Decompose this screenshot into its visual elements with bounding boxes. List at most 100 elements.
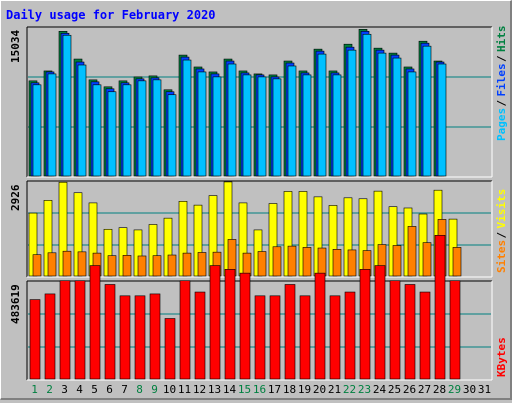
sites-bar (422, 242, 432, 277)
pages-bar (197, 71, 207, 177)
sites-bar (107, 255, 117, 277)
kbytes-bar (404, 284, 416, 380)
kbytes-bar (359, 269, 371, 380)
x-tick-label: 28 (433, 383, 446, 396)
pages-bar (122, 84, 132, 177)
pages-bar (422, 45, 432, 177)
kbytes-bar (269, 295, 281, 380)
kbytes-bar (74, 280, 86, 380)
panel-kbytes (26, 235, 493, 381)
sites-bar (452, 247, 462, 277)
sites-bar (287, 245, 297, 277)
legend-bottom: KBytes (495, 337, 508, 377)
legend-separator: / (495, 100, 508, 107)
x-tick-label: 10 (163, 383, 176, 396)
kbytes-bar (284, 284, 296, 380)
x-tick-label: 29 (448, 383, 461, 396)
legend-hits: Hits (495, 26, 508, 53)
x-tick-label: 3 (61, 383, 68, 396)
kbytes-bar (239, 272, 251, 380)
x-tick-label: 22 (343, 383, 356, 396)
legend-separator: / (495, 55, 508, 62)
pages-bar (167, 94, 177, 177)
bottom-panel-max-label: 483619 (9, 284, 22, 324)
x-tick-label: 26 (403, 383, 416, 396)
x-tick-label: 15 (238, 383, 251, 396)
legend-files: Files (495, 63, 508, 96)
pages-bar (407, 71, 417, 177)
x-tick-label: 18 (283, 383, 296, 396)
sites-bar (122, 255, 132, 277)
chart-svg: Daily usage for February 2020 15034 2926… (6, 8, 508, 396)
pages-bar (287, 65, 297, 177)
x-tick-label: 5 (91, 383, 98, 396)
sites-bar (317, 247, 327, 277)
kbytes-bar (224, 269, 236, 380)
x-tick-label: 14 (223, 383, 237, 396)
kbytes-bar (119, 295, 131, 380)
sites-bar (407, 226, 417, 277)
legend-pages: Pages (495, 108, 508, 141)
sites-bar (392, 245, 402, 277)
x-tick-label: 6 (106, 383, 113, 396)
kbytes-bar (179, 280, 191, 380)
pages-bar (272, 78, 282, 177)
panel-visits-sites (26, 180, 493, 278)
sites-bar (167, 254, 177, 277)
x-tick-label: 9 (151, 383, 158, 396)
pages-bar (377, 52, 387, 177)
pages-bar (32, 84, 42, 177)
x-tick-label: 27 (418, 383, 431, 396)
x-axis-day-labels: 1 2 3 4 5 6 7 8 9 10 11 12 13 14 15 16 17 18 19 20 21 22 23 24 2… (31, 383, 491, 396)
kbytes-bar (419, 291, 431, 380)
kbytes-bar (209, 265, 221, 380)
x-tick-label: 1 (31, 383, 38, 396)
kbytes-bar (29, 299, 41, 380)
chart-title: Daily usage for February 2020 (6, 8, 216, 22)
sites-bar (32, 254, 42, 277)
legend-sites: Sites (495, 240, 508, 273)
pages-bar (227, 63, 237, 177)
top-panel-max-label: 15034 (9, 30, 22, 63)
x-tick-label: 7 (121, 383, 128, 396)
sites-bar (242, 252, 252, 277)
pages-bar (212, 76, 222, 177)
pages-bar (62, 34, 72, 177)
pages-bar (47, 73, 57, 177)
pages-bar (92, 84, 102, 177)
legend-middle: Sites/ Visits (495, 189, 508, 273)
sites-bar (332, 249, 342, 277)
legend-visits: Visits (495, 189, 508, 229)
sites-bar (182, 252, 192, 277)
sites-bar (77, 251, 87, 277)
sites-bar (347, 249, 357, 277)
kbytes-bar (134, 295, 146, 380)
sites-bar (47, 252, 57, 277)
x-tick-label: 24 (373, 383, 387, 396)
kbytes-bar (89, 265, 101, 380)
kbytes-bar (44, 293, 56, 380)
pages-bar (437, 63, 447, 177)
x-tick-label: 30 (463, 383, 476, 396)
kbytes-bar (344, 291, 356, 380)
x-tick-label: 11 (178, 383, 191, 396)
legend-top: Pages/Files/Hits (495, 26, 508, 142)
pages-bar (302, 74, 312, 177)
middle-panel-max-label: 2926 (9, 184, 22, 211)
sites-bar (257, 251, 267, 277)
pages-bar (107, 91, 117, 177)
pages-bar (392, 57, 402, 177)
kbytes-bar (164, 318, 176, 380)
sites-bar (62, 250, 72, 277)
pages-bar (347, 49, 357, 177)
kbytes-bar (389, 280, 401, 380)
kbytes-bar (254, 295, 266, 380)
kbytes-bar (299, 295, 311, 380)
pages-bar (77, 64, 87, 177)
x-tick-label: 4 (76, 383, 83, 396)
x-tick-label: 19 (298, 383, 311, 396)
kbytes-bar (329, 295, 341, 380)
kbytes-bar (104, 284, 116, 380)
pages-bar (257, 76, 267, 177)
pages-bar (242, 74, 252, 177)
